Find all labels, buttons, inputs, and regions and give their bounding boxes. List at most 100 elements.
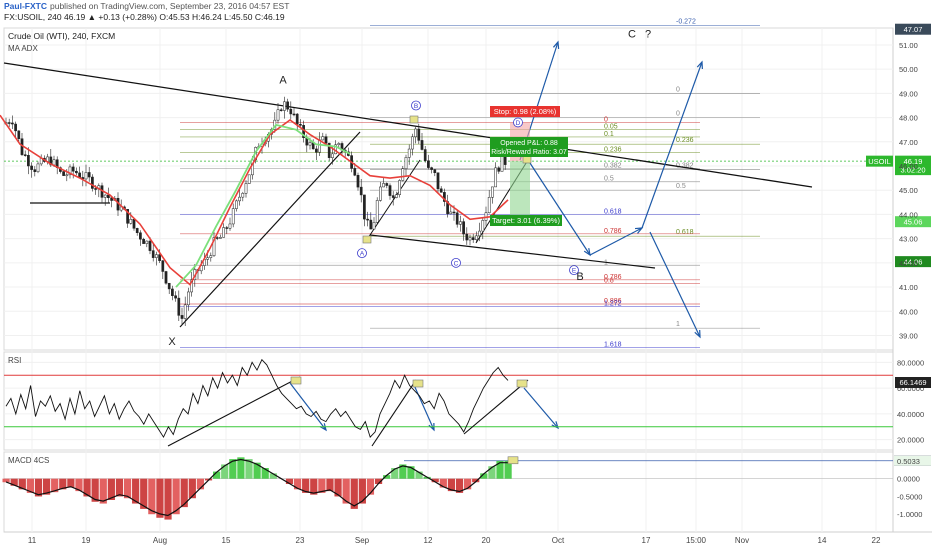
candle-down (110, 197, 113, 201)
candle-down (139, 232, 142, 240)
candle-up (238, 196, 241, 202)
candle-down (7, 122, 11, 124)
candle-up (321, 136, 325, 141)
fib-level-label: 0.5 (676, 183, 686, 190)
marker-box (522, 155, 532, 164)
candle-down (164, 271, 168, 284)
projection-arrow-up-head (552, 40, 560, 50)
candle-down (369, 219, 373, 230)
candle-up (395, 194, 398, 198)
candle-down (167, 282, 171, 290)
candle-down (174, 295, 177, 299)
macd-histogram-bar (374, 478, 383, 484)
price-tag-label: 44.06 (904, 258, 923, 267)
macd-histogram-bar (51, 478, 59, 493)
pnl-label: Opened P&L: 0.88 (500, 140, 558, 147)
price-tag-label: 45.06 (904, 218, 923, 227)
macd-histogram-bar (172, 478, 180, 515)
y-tick-label: 48.00 (899, 114, 918, 123)
macd-histogram-bar (156, 478, 164, 518)
macd-histogram-bar (464, 478, 472, 490)
candle-up (331, 153, 334, 158)
candle-up (65, 174, 69, 177)
rsi-value-tag (895, 377, 931, 388)
rsi-series (4, 358, 893, 447)
macd-histogram-bar (67, 478, 75, 488)
candle-up (247, 174, 251, 184)
x-tick-label: 15 (222, 536, 231, 545)
candle-down (462, 221, 465, 235)
macd-histogram-bar (399, 464, 407, 479)
macd-value-tag (894, 455, 931, 466)
candle-up (209, 255, 213, 258)
macd-histogram-bar (164, 478, 172, 520)
rsi-trendline-2 (371, 379, 417, 447)
macd-tick-label: -1.0000 (897, 510, 922, 519)
price-tag-bg (895, 164, 931, 176)
retrace-level-label: 0.1 (604, 131, 614, 138)
macd-tick-label: -0.5000 (897, 492, 922, 501)
macd-histogram-bar (326, 478, 334, 492)
x-tick-label: 15:00 (686, 536, 707, 545)
rsi-marker-box (516, 379, 528, 388)
retrace-level-label: 0.786 (604, 274, 622, 281)
candle-up (212, 237, 216, 256)
wave-circle-label: A (360, 251, 365, 258)
candle-down (30, 165, 33, 170)
price-tag-bg (895, 256, 931, 268)
price-tag-bg (895, 155, 931, 167)
x-tick-label: 17 (642, 536, 651, 545)
price-series (0, 96, 509, 327)
macd-histogram-bar (407, 466, 415, 479)
wave-circle-label: E (572, 268, 577, 275)
rsi-arrow-1-head (319, 423, 327, 432)
candle-down (225, 227, 229, 229)
macd-histogram-bar (26, 478, 34, 493)
candle-up (468, 237, 472, 241)
candle-down (289, 108, 293, 115)
candle-down (148, 240, 152, 251)
candle-down (17, 130, 21, 139)
candle-down (385, 183, 389, 186)
descending-trendline (3, 62, 813, 188)
candle-up (487, 197, 491, 213)
candle-up (241, 193, 245, 198)
rsi-line (5, 358, 509, 439)
wave-label: ? (645, 29, 651, 41)
wave-inner-line (367, 159, 421, 239)
candle-down (439, 188, 443, 193)
candle-up (183, 304, 187, 319)
projection-arrow-bounce (589, 227, 643, 256)
rsi-tick-label: 40.0000 (897, 410, 924, 419)
candle-down (62, 171, 65, 176)
retrace-level-label: 0.236 (604, 147, 622, 154)
author-name[interactable]: Paul-FXTC (4, 1, 47, 11)
x-tick-label: 22 (872, 536, 881, 545)
macd-histogram-bar (391, 468, 399, 479)
candle-up (276, 109, 280, 121)
candle-up (318, 139, 321, 153)
candle-down (27, 155, 30, 167)
y-tick-label: 47.00 (899, 138, 918, 147)
candle-up (414, 128, 417, 138)
symbol-ohlc-line: FX:USOIL, 240 46.19 ▲ +0.13 (+0.28%) O:4… (4, 12, 285, 22)
candle-down (94, 188, 97, 190)
candle-down (391, 195, 395, 198)
retrace-level-label: 1.618 (604, 342, 622, 349)
y-tick-label: 46.00 (899, 162, 918, 171)
rr-label: Risk/Reward Ratio: 3.07 (491, 149, 567, 156)
lower-channel-line (369, 234, 656, 269)
macd-histogram-bar (188, 478, 196, 499)
macd-histogram-bar (245, 459, 253, 479)
target-zone (510, 161, 530, 225)
wave-circle-label: B (414, 103, 418, 110)
axes: 11 19 Aug 15 23 Sep 12 20 Oct 17 15:00 Nov 14 22 51.00… (28, 41, 931, 545)
macd-histogram-bar (237, 457, 245, 479)
candle-down (436, 172, 440, 190)
macd-signal-line (5, 458, 508, 517)
rsi-marker-box (290, 376, 302, 385)
wave-circle (513, 117, 523, 128)
macd-histogram-bar (447, 478, 456, 492)
macd-histogram-bar (34, 478, 43, 497)
candle-down (315, 148, 318, 153)
